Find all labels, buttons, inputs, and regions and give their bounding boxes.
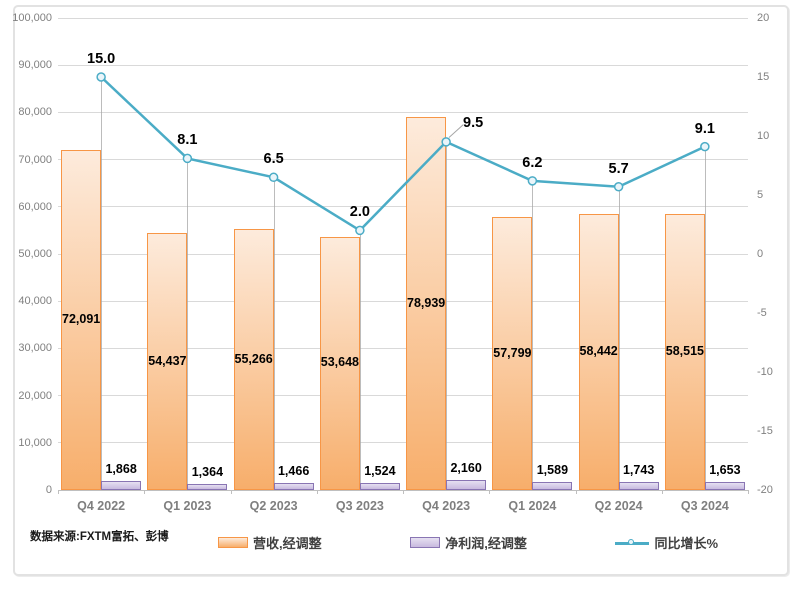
source-note: 数据来源:FXTM富拓、彭博 (30, 531, 169, 543)
chart-legend: 营收,经调整 净利润,经调整 同比增长% (218, 533, 718, 552)
net-profit-swatch-icon (410, 537, 441, 548)
yoy-line-swatch-icon (615, 537, 650, 548)
revenue-swatch-icon (218, 537, 248, 548)
legend-item-net-profit: 净利润,经调整 (410, 533, 527, 552)
legend-label-revenue: 营收,经调整 (253, 536, 322, 551)
legend-item-yoy-growth: 同比增长% (615, 533, 718, 552)
legend-label-net-profit: 净利润,经调整 (445, 536, 527, 551)
legend-label-yoy-growth: 同比增长% (654, 536, 718, 551)
chart-frame (13, 5, 789, 576)
legend-item-revenue: 营收,经调整 (218, 533, 322, 552)
